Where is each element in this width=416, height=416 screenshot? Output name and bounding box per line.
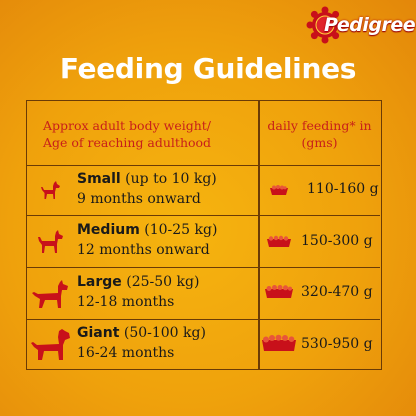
size-small: Small (up to 10 kg) [77, 171, 217, 187]
medium-dog-icon [38, 230, 63, 253]
pedigree-logo: Pedigree [306, 6, 416, 44]
weight-range: (10-25 kg) [144, 222, 218, 238]
logo-badge-icon [306, 6, 344, 44]
size-giant: Giant (50-100 kg) [77, 325, 206, 341]
giant-dog-icon [31, 329, 70, 360]
column-divider [258, 101, 260, 369]
age-small: 9 months onward [77, 191, 201, 207]
small-dog-icon [41, 181, 60, 199]
amount-medium: 150-300 g [301, 233, 373, 249]
feeding-table: Approx adult body weight/ Age of reachin… [26, 100, 382, 370]
weight-range: (50-100 kg) [123, 325, 206, 341]
large-bowl-icon [265, 285, 293, 298]
table-row-medium: Medium (10-25 kg) 12 months onward 150-3… [27, 216, 380, 268]
size-label: Small [77, 171, 121, 187]
size-large: Large (25-50 kg) [77, 274, 199, 290]
header-daily-feeding: daily feeding* in (gms) [259, 117, 380, 151]
small-bowl-icon [270, 185, 288, 195]
header-left-line1: Approx adult body weight/ [43, 118, 211, 133]
table-row-large: Large (25-50 kg) 12-18 months 320-470 g [27, 268, 380, 320]
table-row-small: Small (up to 10 kg) 9 months onward 110-… [27, 166, 380, 216]
age-medium: 12 months onward [77, 242, 210, 258]
age-giant: 16-24 months [77, 345, 175, 361]
size-medium: Medium (10-25 kg) [77, 222, 217, 238]
brand-name: Pedigree [324, 14, 416, 36]
weight-range: (up to 10 kg) [125, 171, 217, 187]
table-header-row: Approx adult body weight/ Age of reachin… [27, 101, 380, 166]
size-label: Giant [77, 325, 120, 341]
header-weight-age: Approx adult body weight/ Age of reachin… [43, 117, 253, 151]
page-title: Feeding Guidelines [59, 52, 357, 85]
amount-small: 110-160 g [307, 181, 379, 197]
giant-bowl-icon [262, 334, 296, 351]
header-left-line2: Age of reaching adulthood [43, 135, 212, 150]
table-row-giant: Giant (50-100 kg) 16-24 months 530-950 g [27, 320, 380, 370]
weight-range: (25-50 kg) [126, 274, 200, 290]
size-label: Medium [77, 222, 140, 238]
amount-giant: 530-950 g [301, 336, 373, 352]
large-dog-icon [32, 280, 68, 308]
age-large: 12-18 months [77, 294, 175, 310]
header-right-line2: (gms) [301, 135, 338, 150]
size-label: Large [77, 274, 122, 290]
amount-large: 320-470 g [301, 284, 373, 300]
medium-bowl-icon [267, 235, 291, 247]
header-right-line1: daily feeding* in [267, 118, 372, 133]
